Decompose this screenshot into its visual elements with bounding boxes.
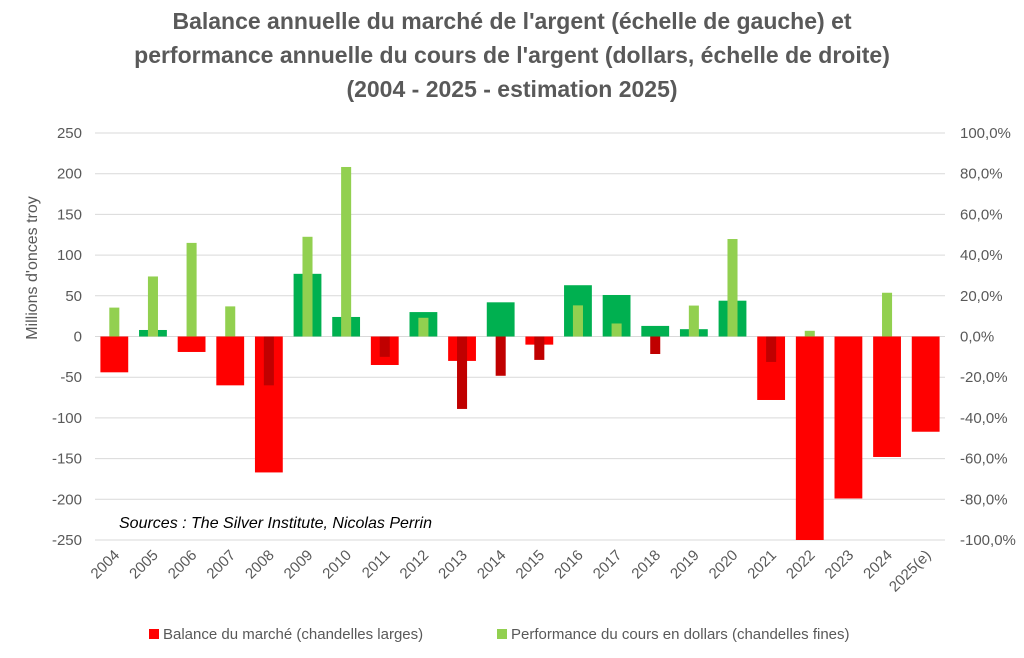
performance-bar <box>147 276 158 337</box>
performance-bar <box>688 305 699 337</box>
source-annotation: Sources : The Silver Institute, Nicolas … <box>119 515 432 532</box>
balance-bar <box>641 325 670 337</box>
x-tick-label: 2023 <box>822 547 858 583</box>
balance-bar <box>795 336 824 540</box>
x-tick-label: 2015 <box>513 547 549 583</box>
performance-bar <box>766 336 777 362</box>
balance-bar <box>834 336 863 499</box>
y-tick-label: -150 <box>52 451 82 468</box>
balance-bar <box>100 336 129 373</box>
performance-bars <box>109 166 893 409</box>
y-tick-label: 200 <box>57 166 82 183</box>
y2-tick-label: -20,0% <box>960 369 1008 386</box>
performance-bar <box>418 317 429 337</box>
x-tick-label: 2024 <box>860 547 896 583</box>
performance-bar <box>727 239 738 337</box>
legend-swatch-performance <box>497 629 507 639</box>
balance-bars <box>100 273 940 540</box>
x-tick-label: 2017 <box>590 547 626 583</box>
x-tick-label: 2012 <box>397 547 433 583</box>
y2-tick-label: 60,0% <box>960 206 1003 223</box>
performance-bar <box>186 242 197 337</box>
performance-bar <box>611 323 622 337</box>
balance-bar <box>911 336 940 432</box>
y-tick-label: 100 <box>57 247 82 264</box>
y2-tick-label: 20,0% <box>960 288 1003 305</box>
performance-bar <box>457 336 468 409</box>
legend: Balance du marché (chandelles larges) Pe… <box>149 626 850 643</box>
x-tick-label: 2005 <box>126 547 162 583</box>
performance-bar <box>495 336 506 376</box>
x-tick-label: 2022 <box>783 547 819 583</box>
legend-label-balance: Balance du marché (chandelles larges) <box>163 626 423 643</box>
performance-bar <box>534 336 545 360</box>
chart-title-line-2: performance annuelle du cours de l'argen… <box>134 42 890 68</box>
chart-title-line-1: Balance annuelle du marché de l'argent (… <box>172 8 852 34</box>
y2-tick-label: 40,0% <box>960 247 1003 264</box>
performance-bar <box>804 330 815 337</box>
y-tick-label: 50 <box>65 288 82 305</box>
chart-title-line-3: (2004 - 2025 - estimation 2025) <box>346 76 678 102</box>
x-tick-label: 2010 <box>319 547 355 583</box>
balance-bar <box>486 302 515 337</box>
performance-bar <box>882 292 893 337</box>
performance-bar <box>263 336 274 386</box>
y-axis-label: Millions d'onces troy <box>24 196 41 340</box>
y-tick-label: -50 <box>60 369 82 386</box>
performance-bar <box>650 336 661 355</box>
y2-tick-label: -40,0% <box>960 410 1008 427</box>
legend-label-performance: Performance du cours en dollars (chandel… <box>511 626 850 643</box>
y2-tick-label: -100,0% <box>960 532 1016 549</box>
balance-bar <box>216 336 245 386</box>
performance-bar <box>302 236 313 337</box>
x-tick-label: 2004 <box>88 547 124 583</box>
x-tick-label: 2014 <box>474 547 510 583</box>
balance-bar <box>873 336 901 457</box>
performance-bar <box>225 306 236 337</box>
performance-bar <box>109 307 120 337</box>
grid-layer <box>95 132 945 541</box>
x-tick-label: 2009 <box>281 547 317 583</box>
performance-bar <box>572 305 583 337</box>
x-tick-label: 2007 <box>203 547 239 583</box>
y2-tick-label: 100,0% <box>960 125 1011 142</box>
legend-swatch-balance <box>149 629 159 639</box>
performance-bar <box>341 166 352 337</box>
x-tick-label: 2021 <box>744 547 780 583</box>
x-tick-label: 2018 <box>628 547 664 583</box>
y-tick-label: -250 <box>52 532 82 549</box>
y-tick-label: 0 <box>74 329 82 346</box>
y-tick-label: -200 <box>52 491 82 508</box>
y2-tick-label: 80,0% <box>960 166 1003 183</box>
x-tick-label: 2016 <box>551 547 587 583</box>
y-tick-label: 150 <box>57 206 82 223</box>
y-tick-label: 250 <box>57 125 82 142</box>
y-tick-label: -100 <box>52 410 82 427</box>
x-tick-label: 2013 <box>435 547 471 583</box>
x-tick-label: 2025(e) <box>886 547 935 596</box>
performance-bar <box>379 336 390 357</box>
x-tick-label: 2019 <box>667 547 703 583</box>
x-tick-label: 2008 <box>242 547 278 583</box>
balance-bar <box>177 336 206 352</box>
x-tick-label: 2006 <box>165 547 201 583</box>
y2-tick-label: -60,0% <box>960 451 1008 468</box>
x-tick-label: 2020 <box>706 547 742 583</box>
y2-tick-label: -80,0% <box>960 491 1008 508</box>
x-tick-label: 2011 <box>359 547 394 582</box>
y2-tick-label: 0,0% <box>960 329 994 346</box>
